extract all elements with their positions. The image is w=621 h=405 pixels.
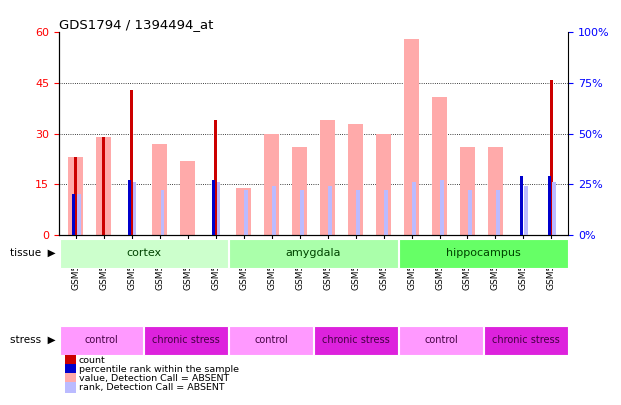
Bar [487, 147, 503, 235]
Bar [348, 124, 363, 235]
Bar [404, 39, 419, 235]
Text: hippocampus: hippocampus [446, 248, 521, 258]
Text: chronic stress: chronic stress [152, 335, 220, 345]
Text: rank, Detection Call = ABSENT: rank, Detection Call = ABSENT [79, 383, 225, 392]
Bar [161, 190, 165, 235]
Bar [60, 239, 228, 268]
Text: control: control [254, 335, 288, 345]
Bar [130, 90, 134, 235]
Bar [552, 182, 556, 235]
Text: cortex: cortex [126, 248, 161, 258]
Text: percentile rank within the sample: percentile rank within the sample [79, 365, 239, 374]
Bar [399, 239, 568, 268]
Bar [292, 147, 307, 235]
Bar [376, 134, 391, 235]
Bar [484, 326, 568, 355]
Text: control: control [424, 335, 458, 345]
Bar [264, 134, 279, 235]
Bar [548, 176, 551, 235]
Bar [412, 182, 416, 235]
Bar [180, 161, 196, 235]
Bar [329, 186, 332, 235]
Bar [102, 137, 106, 235]
Bar [229, 326, 313, 355]
Bar [72, 194, 75, 235]
Bar [301, 190, 304, 235]
Bar [217, 182, 220, 235]
Text: control: control [84, 335, 119, 345]
Bar [468, 190, 472, 235]
Text: GDS1794 / 1394494_at: GDS1794 / 1394494_at [59, 18, 214, 31]
Bar [384, 190, 388, 235]
Bar [68, 157, 83, 235]
Bar [132, 182, 137, 235]
Bar [440, 180, 444, 235]
Bar [236, 188, 252, 235]
Bar [245, 190, 248, 235]
Bar [520, 176, 523, 235]
Bar [314, 326, 398, 355]
Bar [496, 190, 501, 235]
Text: chronic stress: chronic stress [492, 335, 560, 345]
Bar [550, 80, 553, 235]
Bar [460, 147, 475, 235]
Bar [214, 120, 217, 235]
Bar [273, 186, 276, 235]
Bar [399, 326, 483, 355]
Bar [145, 326, 228, 355]
Text: value, Detection Call = ABSENT: value, Detection Call = ABSENT [79, 374, 229, 383]
Bar [60, 326, 143, 355]
Text: tissue  ▶: tissue ▶ [11, 248, 56, 258]
Bar [356, 190, 360, 235]
Text: stress  ▶: stress ▶ [11, 335, 56, 345]
Bar [74, 157, 78, 235]
Text: amygdala: amygdala [286, 248, 342, 258]
Bar [212, 180, 215, 235]
Bar [152, 144, 168, 235]
Text: count: count [79, 356, 106, 365]
Text: chronic stress: chronic stress [322, 335, 390, 345]
Bar [128, 180, 131, 235]
Bar [229, 239, 398, 268]
Bar [96, 137, 111, 235]
Bar [76, 194, 81, 235]
Bar [320, 120, 335, 235]
Bar [432, 96, 447, 235]
Bar [524, 186, 528, 235]
